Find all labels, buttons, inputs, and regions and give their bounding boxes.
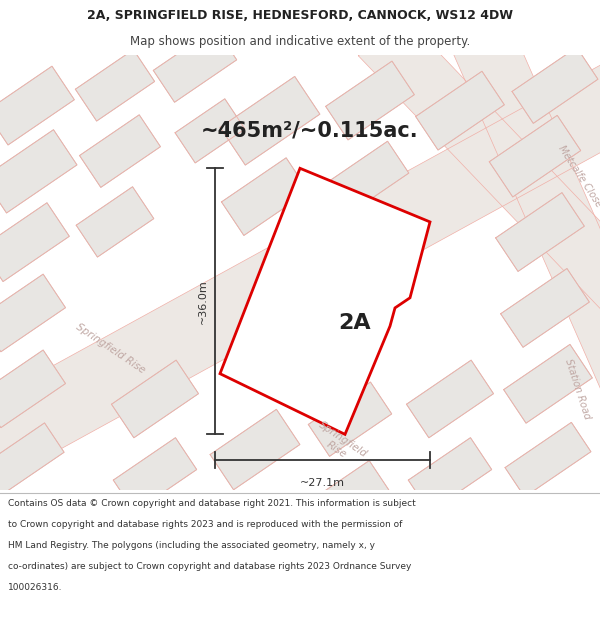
Text: Metcalfe Close: Metcalfe Close	[556, 144, 600, 209]
Polygon shape	[0, 350, 65, 428]
Polygon shape	[175, 99, 245, 163]
Text: 2A, SPRINGFIELD RISE, HEDNESFORD, CANNOCK, WS12 4DW: 2A, SPRINGFIELD RISE, HEDNESFORD, CANNOC…	[87, 9, 513, 22]
Text: Map shows position and indicative extent of the property.: Map shows position and indicative extent…	[130, 35, 470, 48]
Polygon shape	[220, 76, 320, 165]
Polygon shape	[0, 31, 600, 483]
Polygon shape	[210, 409, 300, 490]
Polygon shape	[0, 274, 65, 352]
Polygon shape	[358, 14, 600, 369]
Polygon shape	[76, 187, 154, 257]
Polygon shape	[331, 141, 409, 212]
Polygon shape	[512, 48, 598, 123]
Text: ~36.0m: ~36.0m	[198, 279, 208, 324]
Polygon shape	[326, 61, 415, 140]
Text: HM Land Registry. The polygons (including the associated geometry, namely x, y: HM Land Registry. The polygons (includin…	[8, 541, 375, 550]
Text: 100026316.: 100026316.	[8, 583, 62, 592]
Polygon shape	[503, 344, 592, 423]
Polygon shape	[308, 382, 392, 456]
Polygon shape	[112, 360, 199, 438]
Polygon shape	[80, 115, 160, 188]
Polygon shape	[416, 71, 505, 150]
Polygon shape	[0, 129, 77, 213]
Text: to Crown copyright and database rights 2023 and is reproduced with the permissio: to Crown copyright and database rights 2…	[8, 521, 402, 529]
Polygon shape	[0, 423, 64, 496]
Text: co-ordinates) are subject to Crown copyright and database rights 2023 Ordnance S: co-ordinates) are subject to Crown copyr…	[8, 562, 411, 571]
Text: ~27.1m: ~27.1m	[300, 478, 345, 488]
Polygon shape	[0, 66, 74, 145]
Polygon shape	[500, 269, 589, 348]
Text: 2A: 2A	[338, 313, 371, 333]
Polygon shape	[113, 438, 197, 512]
Polygon shape	[153, 28, 237, 102]
Polygon shape	[406, 360, 494, 438]
Text: ~465m²/~0.115ac.: ~465m²/~0.115ac.	[201, 121, 419, 141]
Polygon shape	[496, 192, 584, 271]
Polygon shape	[505, 422, 591, 497]
Text: Contains OS data © Crown copyright and database right 2021. This information is : Contains OS data © Crown copyright and d…	[8, 499, 416, 509]
Polygon shape	[220, 168, 430, 434]
Polygon shape	[408, 438, 492, 512]
Polygon shape	[489, 116, 581, 197]
Text: Springfield Rise: Springfield Rise	[74, 321, 146, 375]
Polygon shape	[311, 461, 389, 529]
Text: Springfield
Rise: Springfield Rise	[311, 420, 369, 469]
Polygon shape	[221, 158, 308, 236]
Polygon shape	[451, 22, 600, 503]
Text: Station Road: Station Road	[563, 357, 592, 421]
Polygon shape	[76, 49, 155, 121]
Polygon shape	[0, 202, 70, 281]
